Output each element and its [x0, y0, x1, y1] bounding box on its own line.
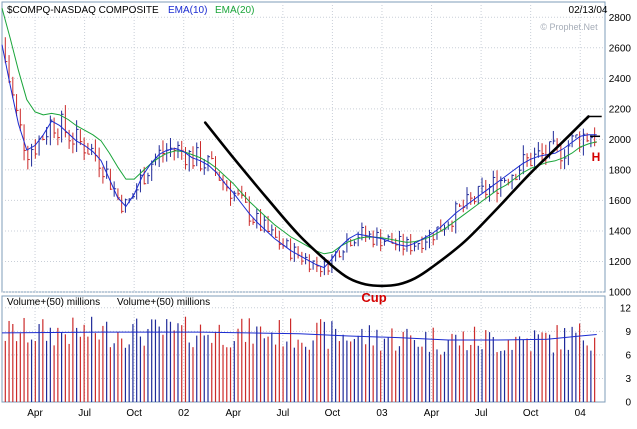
x-tick-label: 03: [376, 408, 388, 419]
ema20-legend: EMA(20): [215, 5, 254, 16]
price-panel: [1, 1, 606, 293]
x-tick-label: Apr: [424, 408, 440, 419]
volume-panel: [1, 295, 606, 403]
x-tick-label: Oct: [126, 408, 142, 419]
x-tick-label: Jul: [78, 408, 91, 419]
volume-tick-label: 3: [625, 374, 631, 385]
price-tick-label: 1400: [609, 226, 632, 237]
series-layer: [1, 7, 602, 341]
cup-curve: [203, 115, 590, 288]
x-tick-label: Apr: [226, 408, 242, 419]
x-tick-label: Jul: [475, 408, 488, 419]
price-tick-label: 2400: [609, 74, 632, 85]
tick-layer: 1000 1200 1400 1600 1800 2000 2200 2400 2600 2800…: [27, 13, 631, 419]
x-tick-label: Apr: [27, 408, 43, 419]
volume-label-1: Volume+(50) millions: [7, 297, 100, 308]
price-tick-label: 1600: [609, 196, 632, 207]
price-tick-label: 1800: [609, 165, 632, 176]
price-tick-label: 2200: [609, 104, 632, 115]
handle-label: H: [592, 150, 601, 164]
ema10-legend: EMA(10): [168, 5, 207, 16]
price-tick-label: 2600: [609, 43, 632, 54]
volume-bars: [4, 316, 596, 402]
cup-label: Cup: [361, 290, 386, 305]
price-tick-label: 2000: [609, 135, 632, 146]
x-tick-label: Oct: [523, 408, 539, 419]
ema10-line: [1, 44, 597, 269]
x-tick-label: Jul: [276, 408, 289, 419]
watermark: © Prophet.Net: [540, 22, 598, 32]
volume-tick-label: 12: [620, 303, 632, 314]
chart-date: 02/13/04: [569, 5, 608, 16]
x-tick-label: Oct: [325, 408, 341, 419]
volume-tick-label: 6: [625, 350, 631, 361]
chart-title: $COMPQ-NASDAQ COMPOSITE: [7, 5, 159, 16]
volume-label-2: Volume+(50) millions: [117, 297, 210, 308]
ema20-line: [1, 7, 597, 255]
price-tick-label: 1000: [609, 288, 632, 299]
volume-average-line: [1, 331, 597, 341]
x-tick-label: 04: [575, 408, 587, 419]
price-tick-label: 1200: [609, 257, 632, 268]
x-tick-label: 02: [178, 408, 190, 419]
volume-tick-label: 9: [625, 327, 631, 338]
price-tick-label: 2800: [609, 13, 632, 24]
volume-tick-label: 0: [625, 398, 631, 409]
